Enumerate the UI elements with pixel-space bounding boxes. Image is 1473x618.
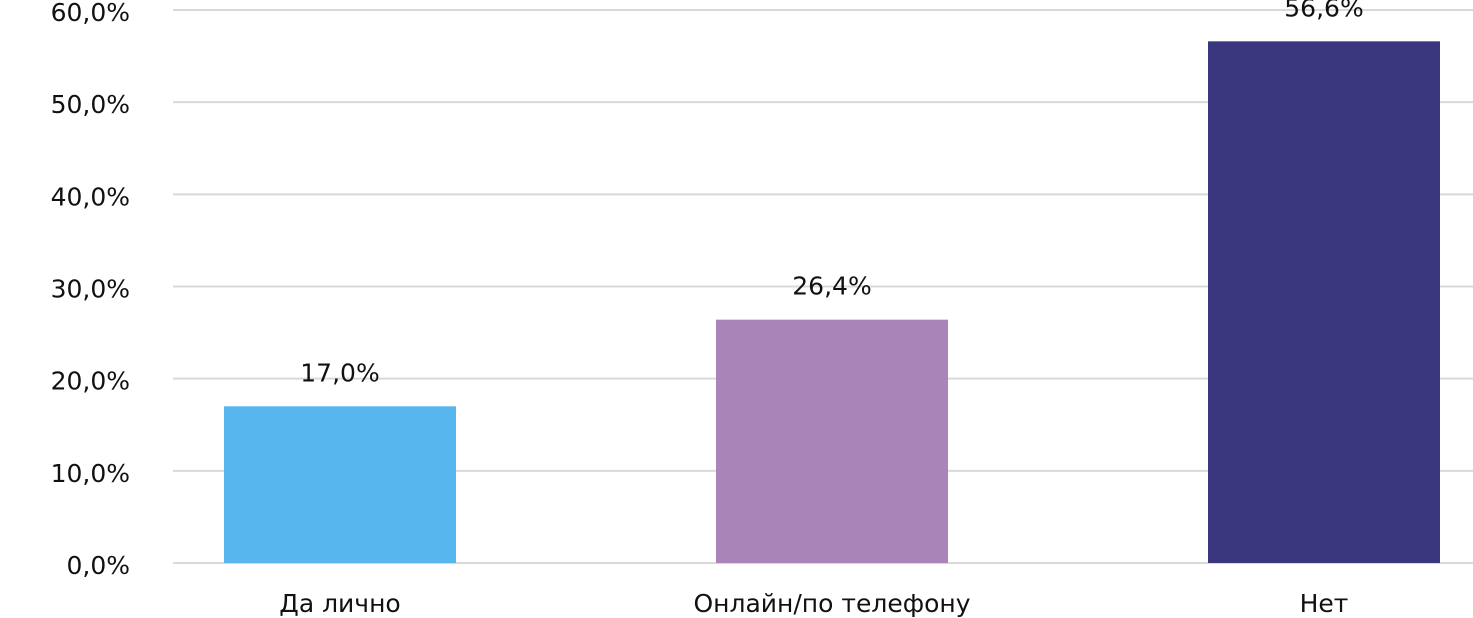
value-label: 26,4% — [792, 272, 871, 301]
bar — [716, 319, 948, 563]
y-tick-label: 30,0% — [51, 275, 130, 304]
x-tick-label: Онлайн/по телефону — [693, 589, 970, 618]
y-tick-label: 20,0% — [51, 367, 130, 396]
value-label: 17,0% — [300, 358, 379, 387]
y-tick-label: 40,0% — [51, 182, 130, 211]
y-tick-label: 50,0% — [51, 90, 130, 119]
bar — [1208, 41, 1440, 563]
y-tick-label: 60,0% — [51, 0, 130, 27]
x-tick-label: Нет — [1300, 589, 1349, 618]
bar — [224, 406, 456, 563]
y-tick-label: 0,0% — [66, 551, 130, 580]
y-tick-label: 10,0% — [51, 459, 130, 488]
value-label: 56,6% — [1284, 0, 1363, 22]
x-tick-label: Да лично — [279, 589, 400, 618]
